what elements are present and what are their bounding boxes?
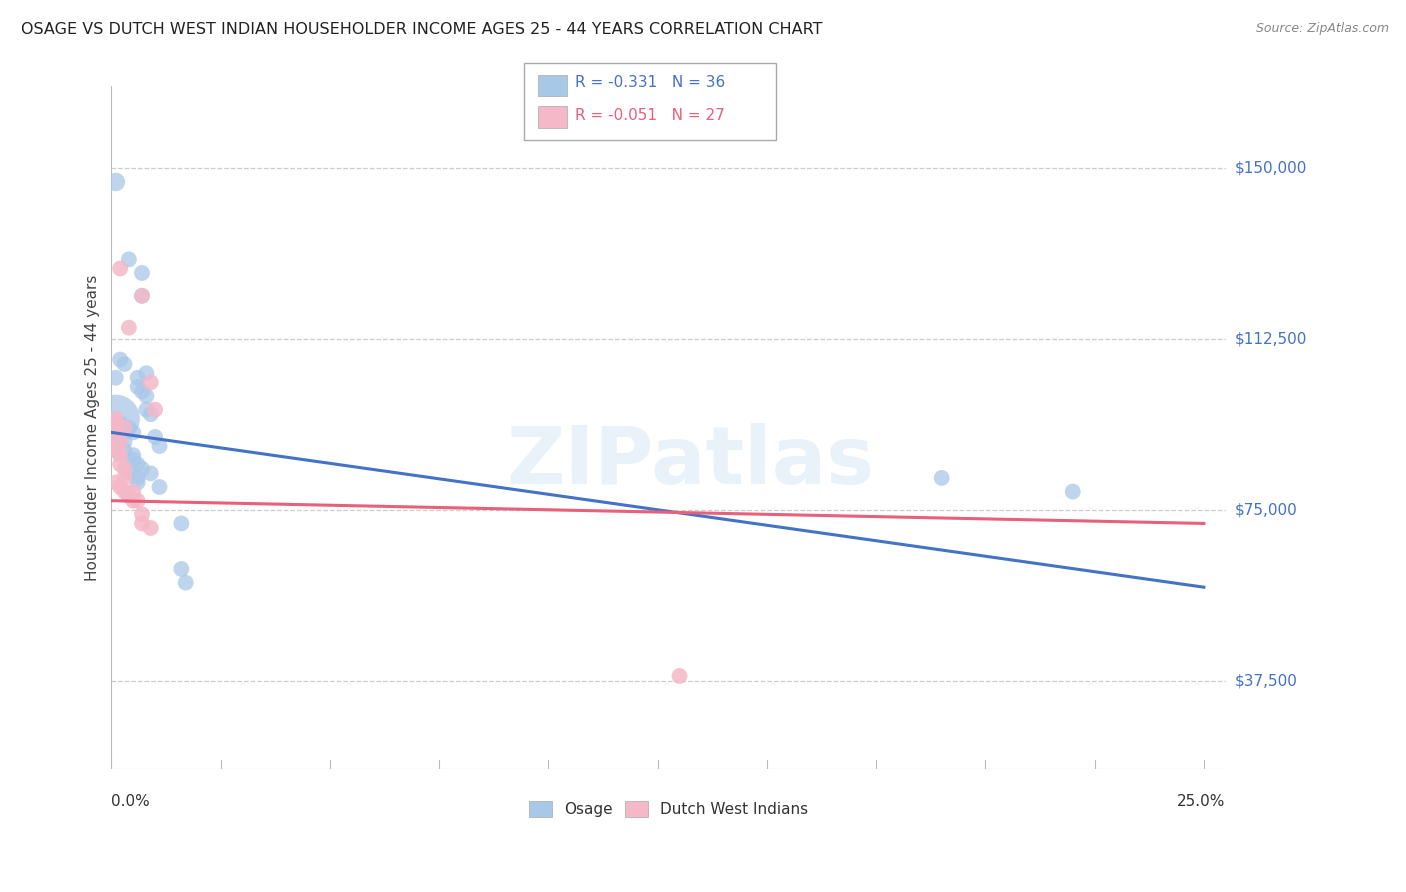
Point — [104, 411, 127, 425]
Point — [135, 389, 157, 403]
Point — [118, 489, 141, 503]
Point — [148, 439, 170, 453]
Text: OSAGE VS DUTCH WEST INDIAN HOUSEHOLDER INCOME AGES 25 - 44 YEARS CORRELATION CHA: OSAGE VS DUTCH WEST INDIAN HOUSEHOLDER I… — [21, 22, 823, 37]
Point — [108, 457, 131, 471]
Point — [104, 411, 127, 425]
Text: $150,000: $150,000 — [1234, 161, 1306, 176]
Point — [104, 175, 127, 189]
Text: 0.0%: 0.0% — [111, 795, 150, 809]
Text: ZIPatlas: ZIPatlas — [506, 423, 875, 501]
Point — [139, 407, 162, 421]
Point — [118, 467, 141, 481]
Point — [122, 448, 145, 462]
Y-axis label: Householder Income Ages 25 - 44 years: Householder Income Ages 25 - 44 years — [86, 275, 100, 581]
Point — [114, 471, 136, 485]
Text: R = -0.331   N = 36: R = -0.331 N = 36 — [575, 76, 725, 90]
Point — [127, 380, 149, 394]
Point — [114, 484, 136, 499]
Point — [143, 430, 166, 444]
Point — [170, 562, 193, 576]
Legend: Osage, Dutch West Indians: Osage, Dutch West Indians — [523, 795, 814, 823]
Point — [122, 452, 145, 467]
Point — [108, 448, 131, 462]
Point — [122, 425, 145, 440]
Text: $75,000: $75,000 — [1234, 502, 1298, 517]
Text: 25.0%: 25.0% — [1177, 795, 1226, 809]
Point — [131, 289, 153, 303]
Point — [104, 439, 127, 453]
Point — [114, 443, 136, 458]
Point — [122, 493, 145, 508]
Point — [118, 421, 141, 435]
Point — [108, 261, 131, 276]
Point — [104, 475, 127, 490]
Point — [114, 357, 136, 371]
Point — [127, 471, 149, 485]
Point — [131, 384, 153, 399]
Point — [108, 434, 131, 449]
Point — [131, 266, 153, 280]
Point — [104, 425, 127, 440]
Point — [135, 366, 157, 380]
Point — [108, 352, 131, 367]
Point — [104, 370, 127, 384]
Point — [114, 434, 136, 449]
Point — [118, 320, 141, 334]
Point — [131, 289, 153, 303]
Point — [131, 508, 153, 522]
Point — [108, 417, 131, 431]
Text: $112,500: $112,500 — [1234, 332, 1306, 347]
Point — [135, 402, 157, 417]
Point — [1062, 484, 1084, 499]
Text: Source: ZipAtlas.com: Source: ZipAtlas.com — [1256, 22, 1389, 36]
Point — [668, 669, 690, 683]
Point — [127, 475, 149, 490]
Point — [108, 480, 131, 494]
Point — [114, 421, 136, 435]
Point — [131, 516, 153, 531]
Point — [131, 462, 153, 476]
Point — [118, 252, 141, 267]
Text: R = -0.051   N = 27: R = -0.051 N = 27 — [575, 109, 725, 123]
Point — [143, 402, 166, 417]
Point — [170, 516, 193, 531]
Point — [114, 462, 136, 476]
Point — [139, 376, 162, 390]
Point — [931, 471, 953, 485]
Point — [148, 480, 170, 494]
Point — [127, 493, 149, 508]
Point — [174, 575, 197, 590]
Point — [104, 443, 127, 458]
Text: $37,500: $37,500 — [1234, 673, 1298, 688]
Point — [122, 484, 145, 499]
Point — [127, 457, 149, 471]
Point — [139, 467, 162, 481]
Point — [127, 370, 149, 384]
Point — [139, 521, 162, 535]
Point — [104, 417, 127, 431]
